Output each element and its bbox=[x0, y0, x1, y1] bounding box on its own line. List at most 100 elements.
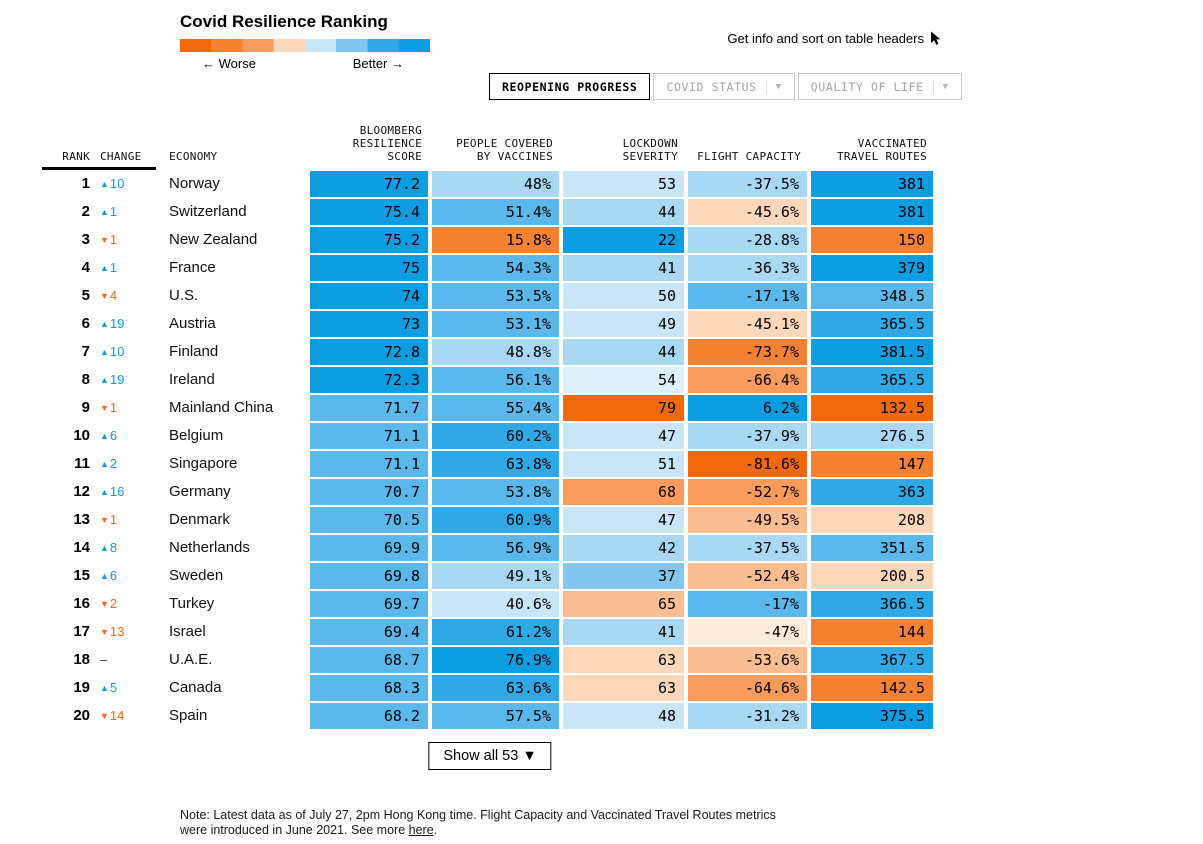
value-cell-flight: -37.5% bbox=[688, 171, 807, 197]
footnote-link[interactable]: here bbox=[408, 823, 434, 838]
value-cell-lockdown: 49 bbox=[563, 311, 684, 337]
rank-cell: 1 bbox=[81, 175, 90, 192]
column-header-vaccines[interactable]: PEOPLE COVERED BY VACCINES bbox=[456, 137, 553, 163]
economy-cell: Belgium bbox=[169, 427, 224, 444]
column-header-score[interactable]: BLOOMBERG RESILIENCE SCORE bbox=[352, 124, 422, 163]
value-cell-vaccines: 54.3% bbox=[432, 255, 559, 281]
rank-cell: 19 bbox=[73, 679, 90, 696]
value-cell-vaccines: 57.5% bbox=[432, 703, 559, 729]
economy-cell: Turkey bbox=[169, 595, 215, 612]
column-header-flight[interactable]: FLIGHT CAPACITY bbox=[697, 150, 801, 163]
value-cell-vaccines: 53.8% bbox=[432, 479, 559, 505]
value-cell-flight: -47% bbox=[688, 619, 807, 645]
value-cell-score: 72.3 bbox=[310, 367, 428, 393]
tab-reopening-progress[interactable]: REOPENING PROGRESS bbox=[489, 73, 651, 100]
economy-cell: U.S. bbox=[169, 287, 199, 304]
rank-cell: 9 bbox=[81, 399, 90, 416]
chevron-down-icon: ▼ bbox=[765, 79, 782, 94]
value-cell-routes: 367.5 bbox=[811, 647, 933, 673]
change-cell: ▼4 bbox=[100, 288, 118, 303]
change-cell: ▲6 bbox=[100, 568, 118, 583]
change-cell: – bbox=[94, 646, 156, 674]
value-cell-routes: 366.5 bbox=[811, 591, 933, 617]
economy-cell: Israel bbox=[169, 623, 206, 640]
value-cell-routes: 276.5 bbox=[811, 423, 933, 449]
value-cell-flight: -66.4% bbox=[688, 367, 807, 393]
value-cell-lockdown: 22 bbox=[563, 227, 684, 253]
value-cell-vaccines: 48% bbox=[432, 171, 559, 197]
value-cell-vaccines: 56.1% bbox=[432, 367, 559, 393]
value-cell-vaccines: 61.2% bbox=[432, 619, 559, 645]
economy-cell: Canada bbox=[169, 679, 222, 696]
chevron-down-icon: ▼ bbox=[932, 79, 949, 94]
change-cell: ▼2 bbox=[100, 596, 118, 611]
value-cell-lockdown: 47 bbox=[563, 507, 684, 533]
column-header-routes[interactable]: VACCINATED TRAVEL ROUTES bbox=[837, 137, 927, 163]
column-header-change[interactable]: CHANGE bbox=[100, 150, 142, 163]
value-cell-routes: 381 bbox=[811, 199, 933, 225]
value-cell-score: 77.2 bbox=[310, 171, 428, 197]
value-cell-score: 74 bbox=[310, 283, 428, 309]
up-arrow-icon: ▲ bbox=[100, 375, 109, 385]
up-arrow-icon: ▲ bbox=[100, 459, 109, 469]
table-body: 1 ▲10 Norway 77.2 48% 53 -37.5% 381 2 ▲1… bbox=[42, 170, 937, 730]
down-arrow-icon: ▼ bbox=[100, 599, 109, 609]
economy-cell: Germany bbox=[169, 483, 231, 500]
value-cell-routes: 379 bbox=[811, 255, 933, 281]
change-cell: ▼1 bbox=[100, 512, 118, 527]
down-arrow-icon: ▼ bbox=[100, 235, 109, 245]
value-cell-vaccines: 60.9% bbox=[432, 507, 559, 533]
value-cell-score: 75.4 bbox=[310, 199, 428, 225]
table-header-row: RANK CHANGE ECONOMY BLOOMBERG RESILIENCE… bbox=[42, 118, 937, 170]
value-cell-routes: 200.5 bbox=[811, 563, 933, 589]
change-cell: ▲10 bbox=[100, 344, 125, 359]
value-cell-vaccines: 60.2% bbox=[432, 423, 559, 449]
metric-tabs: REOPENING PROGRESS COVID STATUS ▼ QUALIT… bbox=[489, 73, 962, 100]
economy-cell: Ireland bbox=[169, 371, 215, 388]
column-header-rank[interactable]: RANK bbox=[62, 150, 90, 163]
value-cell-flight: -53.6% bbox=[688, 647, 807, 673]
value-cell-flight: -37.9% bbox=[688, 423, 807, 449]
legend-labels: ← Worse Better → bbox=[180, 56, 430, 71]
value-cell-vaccines: 51.4% bbox=[432, 199, 559, 225]
change-cell: ▲2 bbox=[100, 456, 118, 471]
value-cell-lockdown: 63 bbox=[563, 647, 684, 673]
value-cell-flight: -64.6% bbox=[688, 675, 807, 701]
rank-cell: 14 bbox=[73, 539, 90, 556]
rank-cell: 12 bbox=[73, 483, 90, 500]
change-cell: ▲6 bbox=[100, 428, 118, 443]
value-cell-score: 73 bbox=[310, 311, 428, 337]
value-cell-flight: -73.7% bbox=[688, 339, 807, 365]
rank-cell: 6 bbox=[81, 315, 90, 332]
economy-cell: Sweden bbox=[169, 567, 224, 584]
show-all-button[interactable]: Show all 53 ▼ bbox=[428, 742, 552, 770]
value-cell-score: 68.7 bbox=[310, 647, 428, 673]
change-cell: ▼13 bbox=[100, 624, 125, 639]
hint-text: Get info and sort on table headers bbox=[727, 31, 924, 46]
value-cell-flight: -49.5% bbox=[688, 507, 807, 533]
value-cell-routes: 365.5 bbox=[811, 311, 933, 337]
value-cell-lockdown: 44 bbox=[563, 339, 684, 365]
value-cell-flight: -45.6% bbox=[688, 199, 807, 225]
value-cell-flight: -52.7% bbox=[688, 479, 807, 505]
value-cell-lockdown: 65 bbox=[563, 591, 684, 617]
tab-quality-of-life[interactable]: QUALITY OF LIFE ▼ bbox=[797, 73, 962, 100]
value-cell-score: 71.1 bbox=[310, 423, 428, 449]
change-cell: ▲1 bbox=[100, 260, 118, 275]
value-cell-vaccines: 76.9% bbox=[432, 647, 559, 673]
change-cell: ▲5 bbox=[100, 680, 118, 695]
up-arrow-icon: ▲ bbox=[100, 571, 109, 581]
value-cell-routes: 150 bbox=[811, 227, 933, 253]
table-hint: Get info and sort on table headers bbox=[727, 31, 941, 46]
color-scale-legend bbox=[180, 39, 430, 52]
column-header-economy[interactable]: ECONOMY bbox=[169, 150, 218, 163]
tab-covid-status[interactable]: COVID STATUS ▼ bbox=[653, 73, 795, 100]
economy-cell: New Zealand bbox=[169, 231, 258, 248]
up-arrow-icon: ▲ bbox=[100, 543, 109, 553]
tab-label: REOPENING PROGRESS bbox=[502, 79, 638, 94]
value-cell-vaccines: 55.4% bbox=[432, 395, 559, 421]
down-arrow-icon: ▼ bbox=[100, 515, 109, 525]
value-cell-score: 70.7 bbox=[310, 479, 428, 505]
value-cell-lockdown: 54 bbox=[563, 367, 684, 393]
column-header-lockdown[interactable]: LOCKDOWN SEVERITY bbox=[622, 137, 678, 163]
